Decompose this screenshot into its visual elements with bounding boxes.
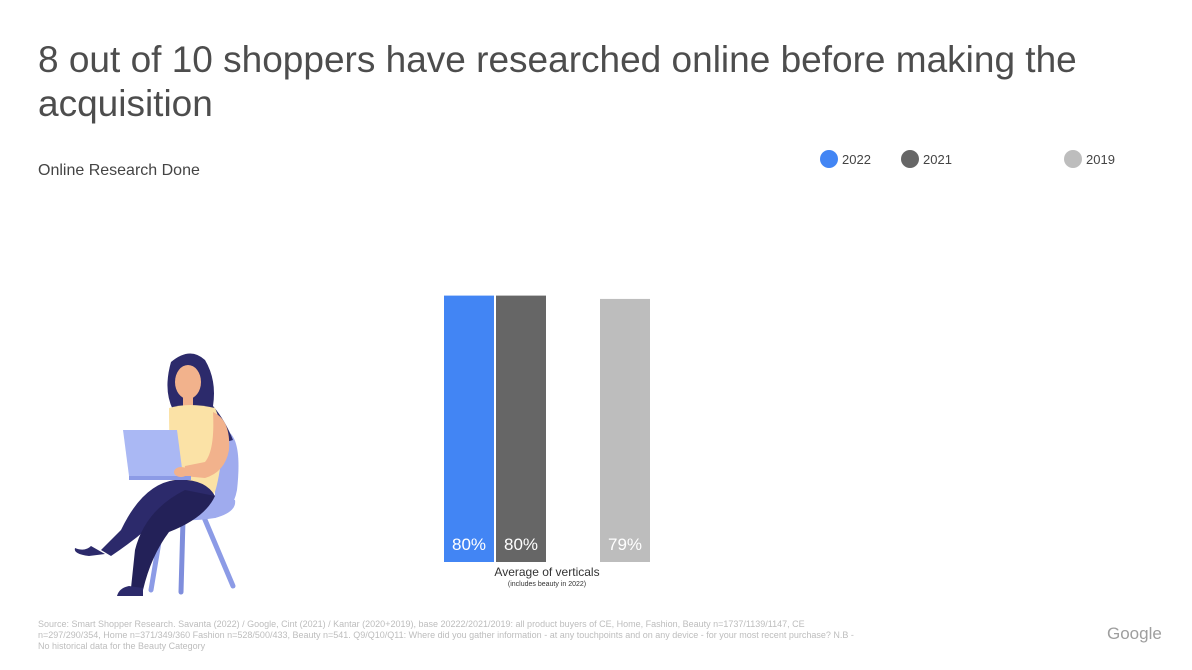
- bar-2021: [496, 295, 546, 562]
- woman-with-laptop-illustration: [65, 350, 255, 605]
- source-footnote: Source: Smart Shopper Research. Savanta …: [38, 619, 854, 651]
- legend-item-2019: 2019: [1064, 150, 1115, 168]
- legend-swatch-2021: [901, 150, 919, 168]
- legend-label-2021: 2021: [923, 151, 952, 167]
- legend: 2022 2021 2019: [0, 150, 1192, 170]
- x-tick-note: (includes beauty in 2022): [508, 581, 586, 588]
- legend-item-2022: 2022: [820, 150, 871, 168]
- google-logo: Google: [1107, 624, 1162, 643]
- x-tick-label: Average of verticals: [494, 565, 599, 579]
- woman-with-laptop-svg: [74, 353, 239, 596]
- data-label-2019: 79%: [608, 535, 642, 554]
- data-label-2022: 80%: [452, 535, 486, 554]
- bar-2019: [600, 298, 650, 562]
- legend-swatch-2019: [1064, 150, 1082, 168]
- legend-item-2021: 2021: [901, 150, 952, 168]
- data-label-2021: 80%: [504, 535, 538, 554]
- legend-label-2019: 2019: [1086, 151, 1115, 167]
- legend-swatch-2022: [820, 150, 838, 168]
- legend-label-2022: 2022: [842, 151, 871, 167]
- chart-subtitle: Online Research Done: [38, 162, 200, 179]
- page-title: 8 out of 10 shoppers have researched onl…: [38, 39, 1077, 124]
- bar-2022: [444, 295, 494, 562]
